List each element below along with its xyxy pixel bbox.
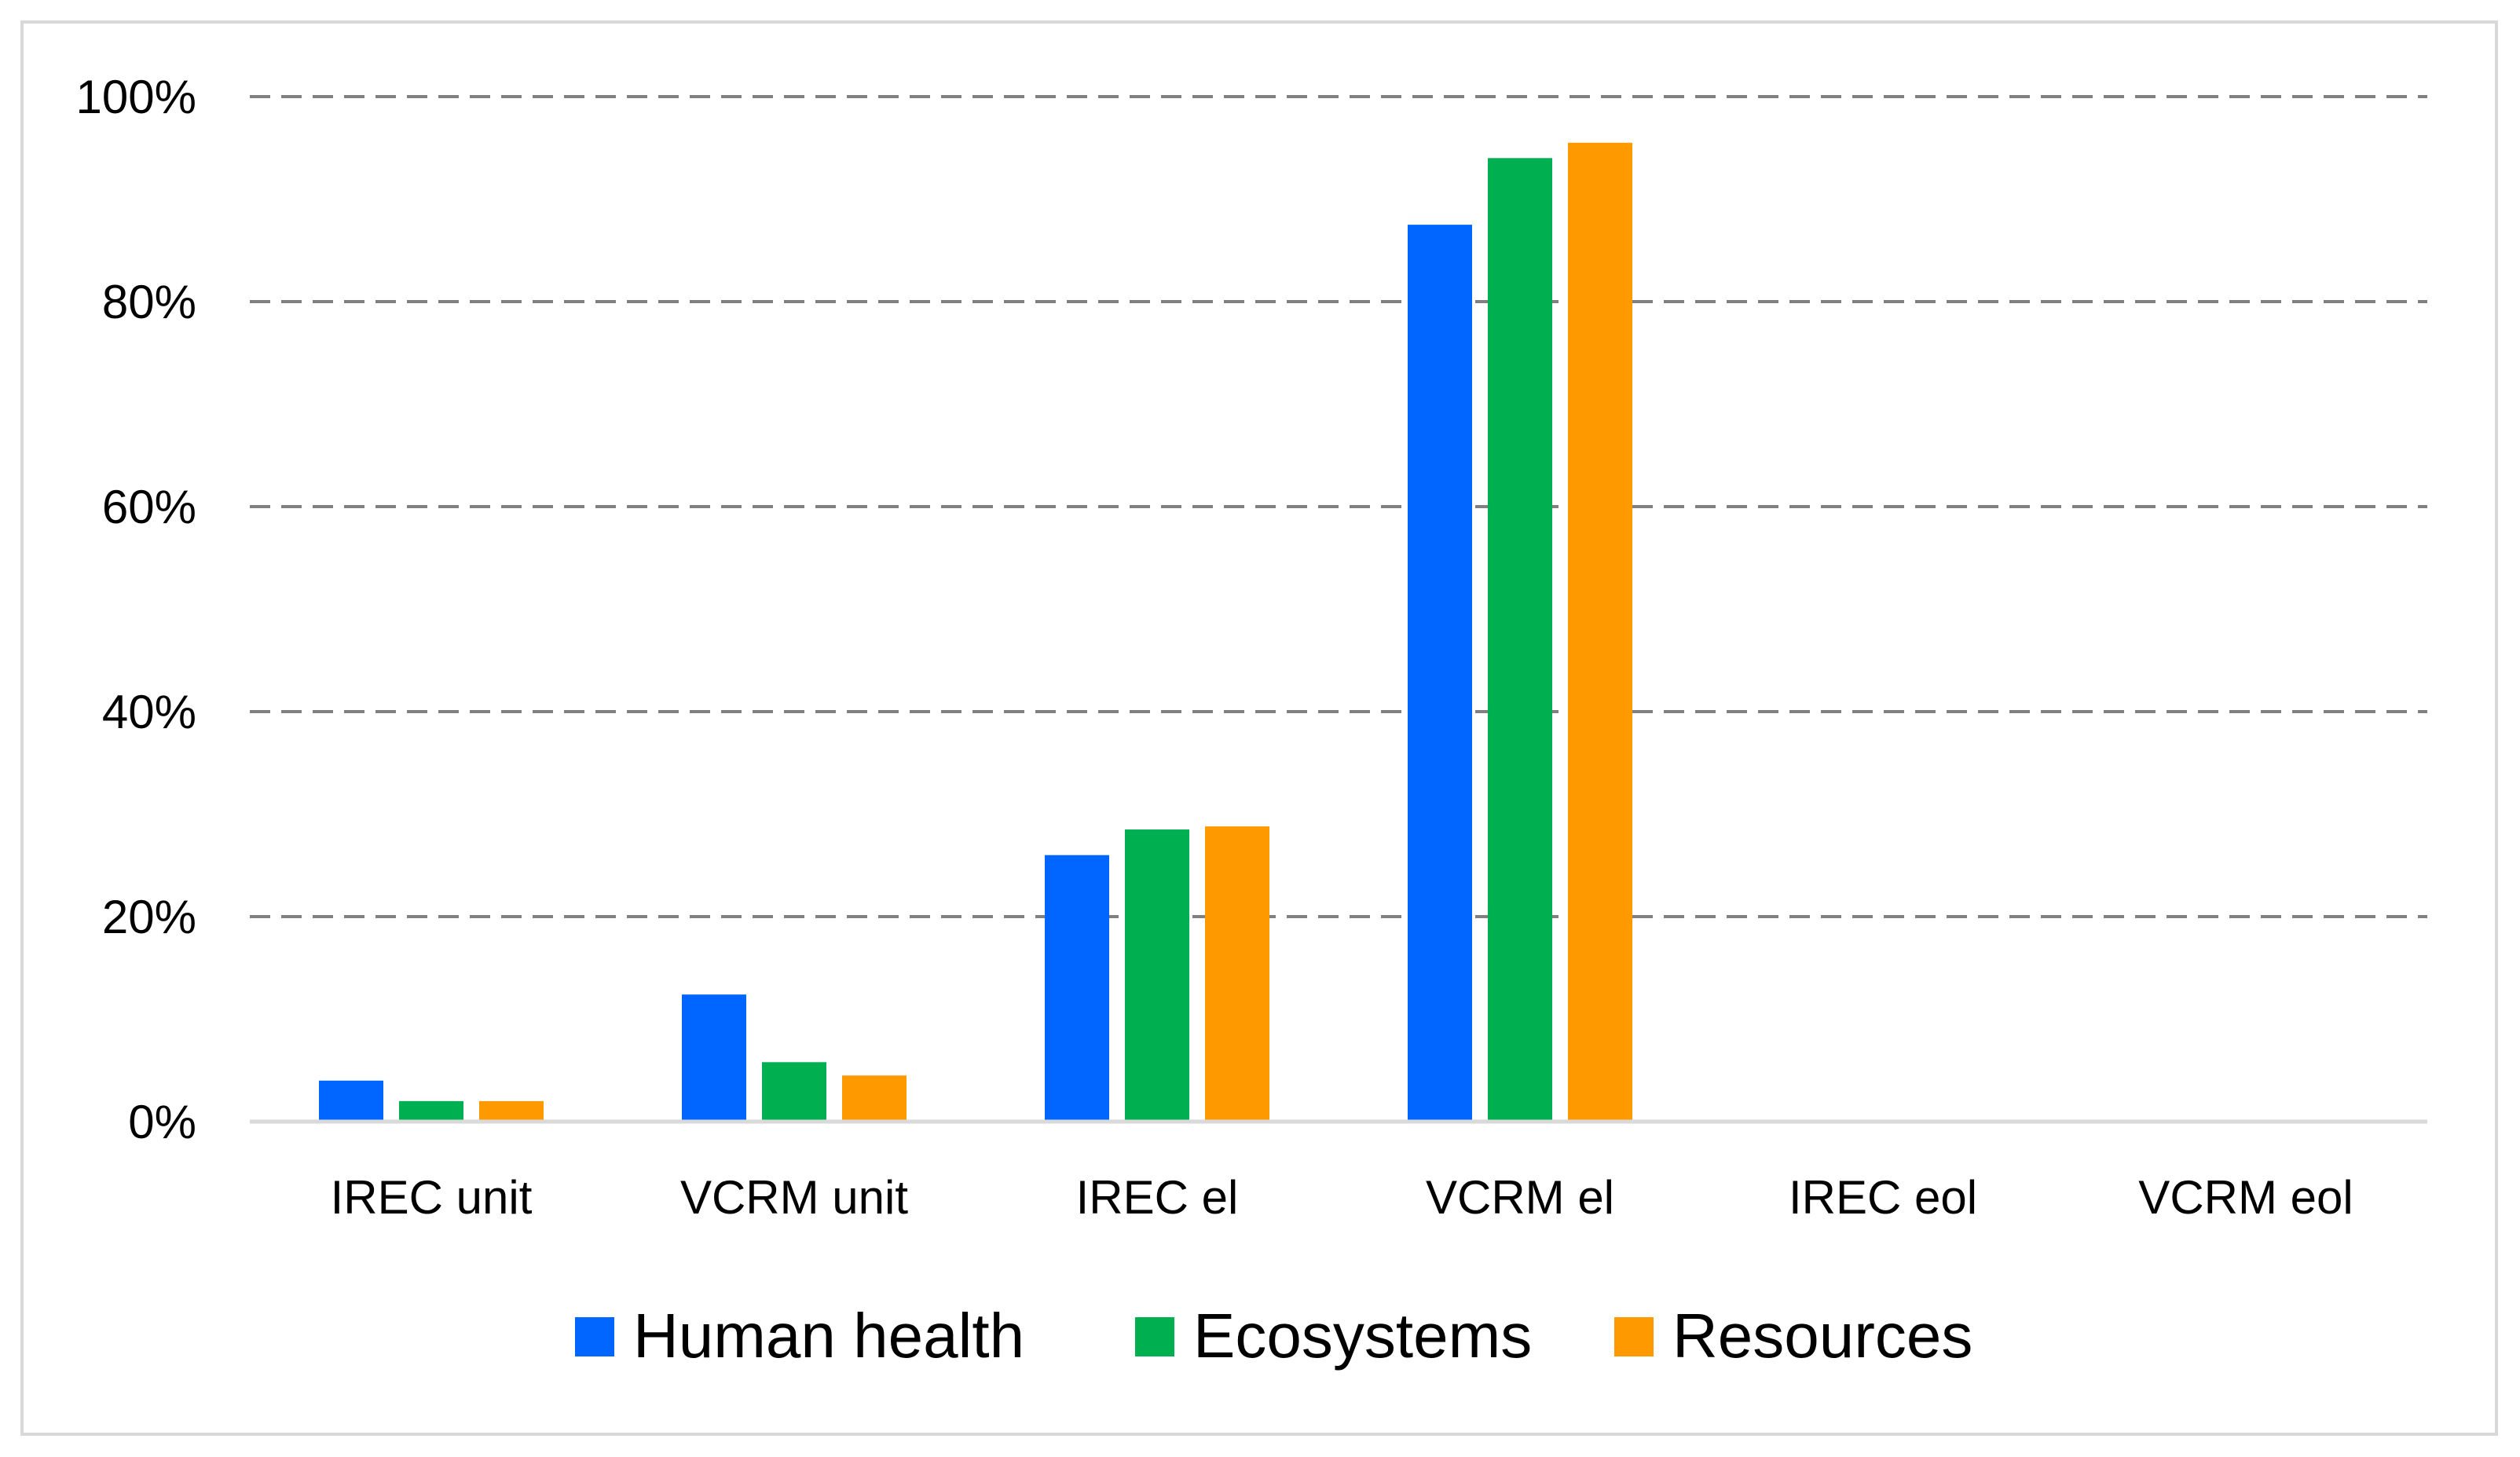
bar-resources-3 [1205, 826, 1269, 1122]
x-tick-label: VCRM unit [680, 1171, 908, 1224]
legend-swatch-ecosystems [1135, 1317, 1174, 1356]
y-tick-label: 100% [76, 71, 196, 123]
bar-ecosystems-4 [1488, 158, 1552, 1122]
legend-label-human-health: Human health [633, 1301, 1024, 1371]
legend-swatch-resources [1614, 1317, 1654, 1356]
gridlines [250, 95, 2427, 918]
bar-human-health-1 [319, 1080, 383, 1122]
bar-ecosystems-2 [762, 1062, 826, 1122]
bar-human-health-4 [1408, 225, 1472, 1122]
x-tick-label: IREC eol [1789, 1171, 1977, 1224]
x-tick-label: VCRM el [1426, 1171, 1614, 1224]
bar-resources-4 [1568, 142, 1632, 1122]
chart-frame [20, 20, 2498, 1436]
y-axis-ticks: 0% 20% 40% 60% 80% 100% [76, 71, 196, 1148]
bar-ecosystems-3 [1125, 829, 1189, 1122]
y-tick-label: 80% [102, 276, 196, 328]
bar-resources-2 [842, 1075, 907, 1122]
legend-swatch-human-health [575, 1317, 614, 1356]
legend-label-ecosystems: Ecosystems [1193, 1301, 1532, 1371]
legend: Human health Ecosystems Resources [575, 1301, 1972, 1371]
y-tick-label: 60% [102, 481, 196, 533]
bar-human-health-2 [682, 994, 746, 1122]
y-tick-label: 0% [128, 1096, 196, 1148]
x-axis-ticks: IREC unit VCRM unit IREC el VCRM el IREC eol… [331, 1171, 2353, 1224]
legend-label-resources: Resources [1672, 1301, 1972, 1371]
bars [319, 142, 1632, 1122]
bar-human-health-3 [1045, 855, 1109, 1122]
y-tick-label: 20% [102, 891, 196, 943]
bar-ecosystems-1 [399, 1100, 463, 1122]
y-tick-label: 40% [102, 686, 196, 738]
x-tick-label: IREC unit [331, 1171, 533, 1224]
bar-resources-1 [479, 1100, 544, 1122]
x-tick-label: VCRM eol [2138, 1171, 2353, 1224]
x-tick-label: IREC el [1076, 1171, 1239, 1224]
